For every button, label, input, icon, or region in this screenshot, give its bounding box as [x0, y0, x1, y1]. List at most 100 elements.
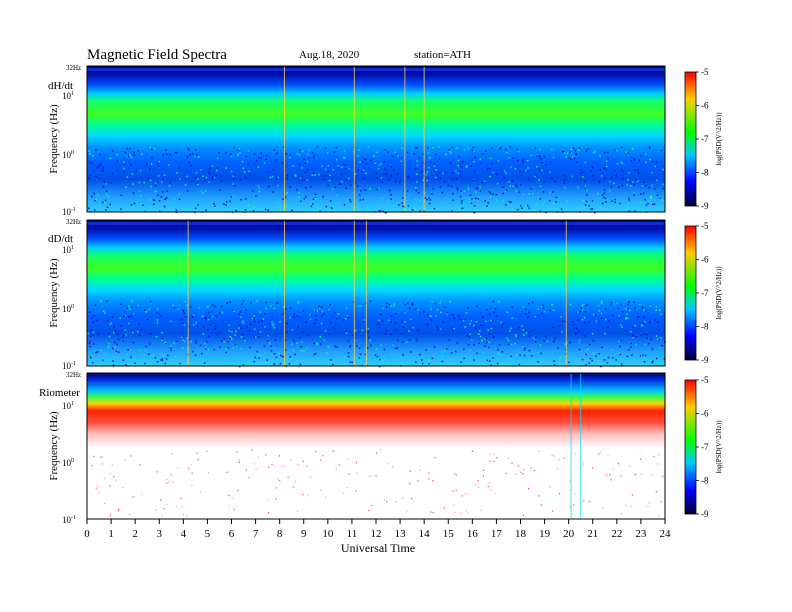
noise-speck [484, 180, 486, 183]
noise-speck [196, 182, 198, 184]
noise-speck [537, 361, 539, 363]
noise-speck [380, 344, 382, 347]
noise-speck [311, 174, 314, 177]
noise-speck [286, 356, 288, 359]
noise-speck [442, 172, 444, 175]
noise-speck [208, 311, 210, 314]
noise-speck [518, 363, 521, 366]
noise-texture [87, 222, 666, 368]
noise-speck [577, 311, 579, 313]
noise-speck [554, 180, 557, 183]
noise-speck [102, 167, 104, 169]
noise-speck [347, 340, 350, 342]
noise-speck [621, 184, 624, 187]
noise-speck [463, 357, 465, 360]
noise-speck [301, 176, 304, 178]
noise-speck [466, 165, 468, 167]
noise-speck [318, 305, 320, 307]
noise-speck [648, 146, 651, 149]
noise-speck [105, 183, 107, 185]
noise-speck [299, 363, 302, 366]
noise-speck [415, 337, 417, 340]
noise-speck [534, 315, 536, 318]
noise-speck [509, 146, 512, 148]
noise-speck [329, 174, 331, 176]
noise-speck [482, 324, 484, 327]
noise-speck [631, 181, 634, 183]
noise-speck [383, 173, 385, 175]
x-tick-label: 11 [347, 528, 358, 540]
noise-speck [484, 200, 486, 202]
noise-speck [414, 199, 417, 201]
noise-speck [560, 316, 562, 318]
noise-speck [532, 193, 534, 195]
noise-speck [465, 166, 468, 168]
noise-speck [263, 313, 266, 315]
noise-speck [591, 333, 594, 335]
noise-speck [640, 473, 642, 475]
noise-speck [139, 464, 141, 466]
noise-speck [299, 337, 301, 339]
noise-speck [314, 193, 317, 195]
noise-speck [425, 173, 427, 176]
noise-speck [188, 338, 190, 340]
noise-speck [314, 322, 316, 324]
noise-speck [428, 202, 431, 205]
noise-speck [561, 331, 563, 333]
noise-speck [233, 185, 236, 187]
noise-speck [414, 208, 417, 210]
noise-speck [630, 156, 633, 159]
noise-speck [285, 153, 287, 155]
noise-speck [510, 355, 512, 357]
noise-speck [564, 186, 566, 189]
noise-speck [434, 176, 437, 179]
noise-speck [570, 148, 573, 150]
colorbar-tick-label: -6 [701, 255, 709, 265]
noise-speck [306, 179, 309, 181]
noise-speck [420, 363, 423, 365]
noise-speck [252, 210, 255, 212]
noise-speck [631, 336, 634, 339]
noise-speck [140, 329, 142, 331]
noise-speck [572, 328, 575, 330]
noise-speck [98, 492, 100, 494]
noise-speck [200, 190, 203, 192]
noise-speck [440, 300, 442, 302]
noise-speck [112, 360, 114, 362]
noise-speck [264, 208, 267, 211]
noise-speck [381, 197, 384, 199]
noise-speck [202, 333, 205, 335]
noise-speck [323, 206, 325, 208]
noise-speck [469, 194, 472, 196]
noise-speck [302, 310, 305, 312]
noise-speck [189, 306, 192, 308]
noise-speck [554, 455, 556, 457]
noise-speck [655, 335, 658, 337]
noise-speck [253, 318, 255, 320]
noise-speck [109, 514, 112, 516]
noise-speck [113, 326, 115, 328]
noise-speck [518, 191, 520, 193]
noise-speck [421, 362, 424, 365]
noise-speck [416, 173, 418, 176]
noise-speck [620, 169, 623, 171]
noise-speck [603, 167, 605, 169]
noise-speck [262, 318, 265, 320]
noise-speck [578, 348, 581, 351]
noise-speck [298, 154, 301, 156]
noise-speck [322, 362, 324, 364]
noise-speck [503, 176, 506, 179]
noise-speck [491, 163, 493, 165]
noise-speck [234, 330, 237, 333]
x-tick-label: 19 [539, 528, 551, 540]
noise-speck [593, 314, 595, 316]
noise-speck [655, 309, 657, 311]
noise-speck [552, 510, 554, 512]
noise-speck [591, 467, 594, 469]
noise-speck [137, 150, 139, 152]
noise-speck [155, 509, 157, 511]
noise-speck [173, 307, 176, 309]
noise-speck [182, 339, 184, 342]
noise-speck [358, 347, 361, 349]
noise-speck [427, 147, 429, 149]
